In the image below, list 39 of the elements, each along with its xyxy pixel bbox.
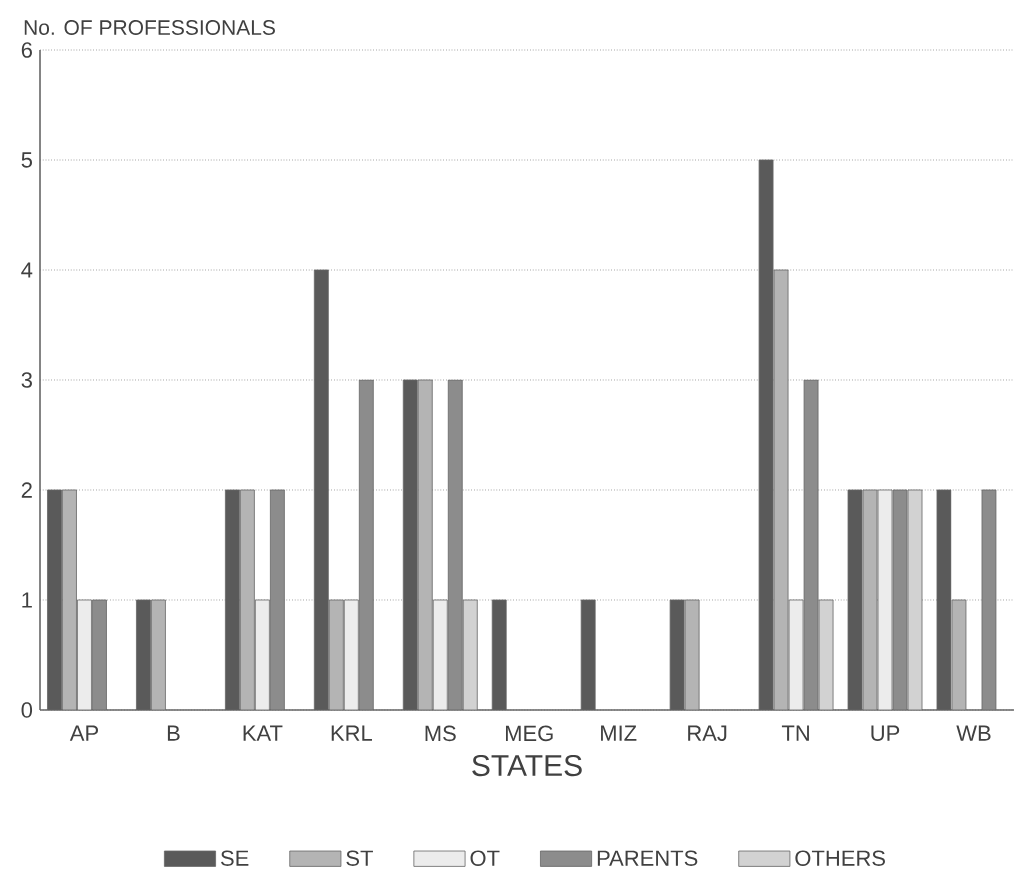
bar xyxy=(62,489,77,710)
x-tick-label: MEG xyxy=(505,725,553,742)
legend-label: PARENTS xyxy=(597,850,698,866)
bar xyxy=(447,379,463,710)
y-tick-label: 0 xyxy=(21,702,33,718)
x-tick-label: B xyxy=(167,725,180,741)
y-tick-label: 1 xyxy=(22,592,32,608)
bar xyxy=(358,379,374,710)
x-tick-label: TN xyxy=(781,725,809,741)
x-tick-label: KAT xyxy=(243,725,283,741)
x-tick-label: WB xyxy=(956,725,991,741)
x-tick-label: AP xyxy=(69,725,98,741)
legend-label: ST xyxy=(346,850,373,866)
bar xyxy=(269,489,285,710)
y-tick-label: 6 xyxy=(21,42,32,58)
legend-label: SE xyxy=(221,850,249,866)
bar xyxy=(328,599,344,710)
y-tick-label: 2 xyxy=(21,482,32,498)
x-tick-label: MIZ xyxy=(601,725,637,741)
legend-label: OT xyxy=(470,850,500,866)
y-tick-label: 4 xyxy=(21,262,33,278)
x-axis-title: STATES xyxy=(472,754,582,777)
bar xyxy=(254,599,270,710)
bar xyxy=(92,599,107,710)
bar xyxy=(77,599,92,710)
x-tick-label: RAJ xyxy=(688,725,727,741)
bar xyxy=(239,489,255,710)
y-axis-title: No. OF PROFESSIONALS xyxy=(24,20,275,35)
legend-label: OTHERS xyxy=(795,850,885,866)
y-tick-label: 5 xyxy=(21,152,32,168)
bar xyxy=(151,599,166,710)
y-tick-label: 3 xyxy=(21,372,32,388)
bar xyxy=(462,599,478,710)
x-tick-label: KRL xyxy=(331,725,372,741)
bar xyxy=(343,599,359,710)
x-tick-label: UP xyxy=(871,725,900,741)
bar xyxy=(432,599,448,710)
x-tick-label: MS xyxy=(425,725,456,742)
bar xyxy=(417,379,433,710)
